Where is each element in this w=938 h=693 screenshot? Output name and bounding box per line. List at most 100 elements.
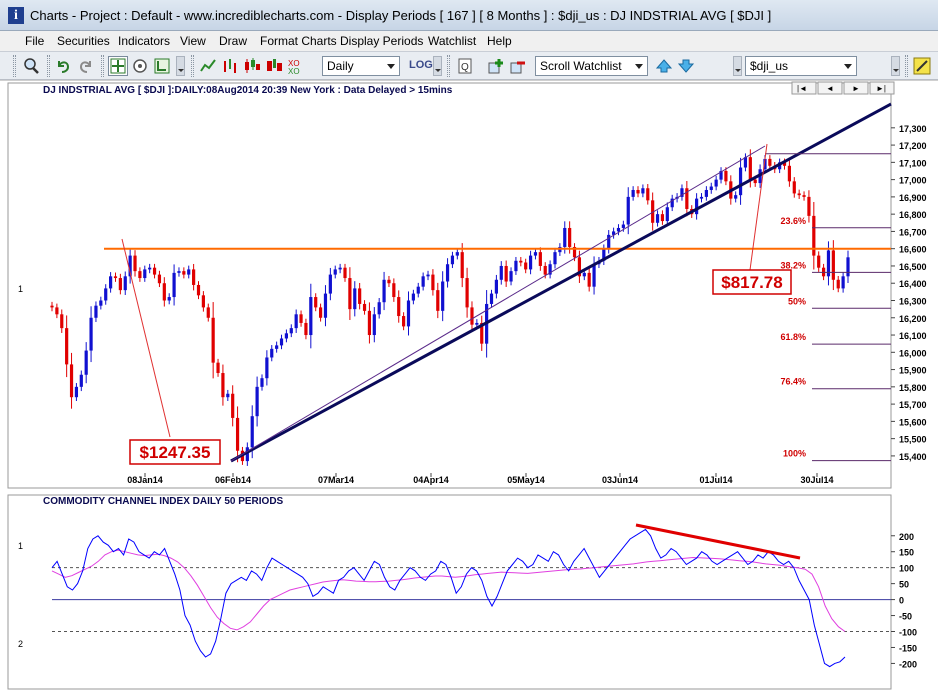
price-candle [651, 200, 655, 223]
redo-icon[interactable] [76, 56, 96, 76]
swing-connector-line [749, 143, 768, 271]
price-candle [182, 271, 186, 275]
nav-first-button[interactable] [791, 81, 817, 95]
price-candle [411, 293, 415, 301]
price-candle [94, 305, 98, 318]
cci-signal-line [51, 549, 846, 632]
menu-view[interactable]: View [180, 34, 206, 48]
nav-prev-button[interactable] [817, 81, 843, 95]
toolbar-grip[interactable] [905, 55, 908, 77]
price-move-callout: $817.78 [721, 273, 782, 292]
equivolume-icon[interactable] [264, 56, 284, 76]
period-select[interactable]: Daily [322, 56, 400, 76]
swing-connector-line [121, 238, 171, 438]
crosshair-icon[interactable] [108, 56, 128, 76]
fib-level-label: 61.8% [780, 332, 806, 342]
nav-next-button[interactable] [843, 81, 869, 95]
menu-format-charts[interactable]: Format Charts [260, 34, 337, 48]
price-axis-label: 15,400 [899, 452, 927, 462]
toolbar-overflow-chevron[interactable] [891, 56, 900, 76]
add-watchlist-icon[interactable] [486, 56, 506, 76]
toolbar-grip[interactable] [447, 55, 450, 77]
candlestick-icon[interactable] [242, 56, 262, 76]
price-candle [338, 267, 342, 270]
menu-indicators[interactable]: Indicators [118, 34, 171, 48]
menu-watchlist[interactable]: Watchlist [428, 34, 477, 48]
cci-axis-label: -100 [899, 628, 917, 638]
cci-panel-frame [7, 494, 892, 690]
price-candle [631, 189, 635, 197]
draw-tool-icon[interactable] [912, 56, 932, 76]
toolbar-grip[interactable] [47, 55, 50, 77]
menu-file[interactable]: File [25, 34, 45, 48]
cci-chart-title: COMMODITY CHANNEL INDEX DAILY 50 PERIODS [43, 496, 284, 507]
price-candle [787, 165, 791, 182]
price-candle [211, 317, 215, 363]
price-candle [641, 188, 645, 194]
toolbar-overflow-chevron[interactable] [176, 56, 185, 76]
security-select[interactable]: $dji_us [745, 56, 857, 76]
price-candle [626, 196, 630, 225]
menu-securities[interactable]: Securities [57, 34, 110, 48]
menu-draw[interactable]: Draw [219, 34, 248, 48]
undo-icon[interactable] [53, 56, 73, 76]
price-candle [431, 274, 435, 291]
chart-area[interactable]: DJ INDSTRIAL AVG [ $DJI ]:DAILY:08Aug201… [0, 80, 938, 693]
quote-icon[interactable]: Q [455, 56, 475, 76]
price-candle [831, 250, 835, 280]
line-chart-icon[interactable] [198, 56, 218, 76]
cci-axis-label: 0 [899, 596, 904, 606]
secondary-trendline [230, 145, 766, 462]
scroll-down-icon[interactable] [676, 56, 696, 76]
toolbar-grip[interactable] [101, 55, 104, 77]
toolbar-grip[interactable] [191, 55, 194, 77]
zoom-icon[interactable] [21, 56, 41, 76]
price-candle [607, 234, 611, 249]
menu-bar: File Securities Indicators View Draw For… [0, 31, 938, 51]
price-candle [187, 269, 191, 275]
price-candle [695, 198, 699, 215]
info-icon[interactable] [130, 56, 150, 76]
price-candle [387, 279, 391, 284]
price-candle [450, 255, 455, 265]
watchlist-select[interactable]: Scroll Watchlist [535, 56, 648, 76]
price-layer: 15,400 15,500 15,600 15,700 15,800 15,900 16,0… [50, 102, 927, 485]
price-candle [509, 271, 513, 282]
price-candle [802, 195, 806, 197]
price-candle [460, 252, 464, 279]
price-axis-label: 16,900 [899, 193, 927, 203]
toolbar-overflow-chevron[interactable] [733, 56, 742, 76]
price-candle [797, 193, 801, 196]
price-candle [402, 316, 406, 327]
price-candle [792, 181, 796, 194]
log-scale-button[interactable]: LOG [406, 56, 433, 76]
nav-last-button[interactable] [869, 81, 895, 95]
price-candle [406, 300, 411, 327]
scroll-up-icon[interactable] [654, 56, 674, 76]
layout-icon[interactable] [152, 56, 172, 76]
price-candle [314, 297, 318, 308]
price-candle [611, 231, 616, 235]
menu-help[interactable]: Help [487, 34, 512, 48]
price-candle [563, 227, 567, 247]
remove-watchlist-icon[interactable] [508, 56, 528, 76]
price-candle [84, 350, 88, 375]
price-candle [768, 158, 772, 166]
price-candle [157, 274, 162, 284]
toolbar-grip[interactable] [13, 55, 16, 77]
toolbar-overflow-chevron[interactable] [433, 56, 442, 76]
menu-display-periods[interactable]: Display Periods [340, 34, 424, 48]
price-candle [602, 248, 606, 261]
price-candle [104, 288, 108, 301]
price-candle [421, 276, 425, 287]
bar-chart-icon[interactable] [220, 56, 240, 76]
price-candle [50, 305, 54, 308]
price-candle [714, 179, 718, 187]
point-figure-icon[interactable]: XO XO [286, 56, 306, 76]
price-candle [118, 278, 122, 291]
chart-canvas[interactable]: DJ INDSTRIAL AVG [ $DJI ]:DAILY:08Aug201… [0, 80, 938, 693]
price-axis-label: 17,100 [899, 158, 927, 168]
price-candle [817, 255, 821, 268]
price-axis-label: 15,700 [899, 400, 927, 410]
price-candle [587, 272, 591, 287]
